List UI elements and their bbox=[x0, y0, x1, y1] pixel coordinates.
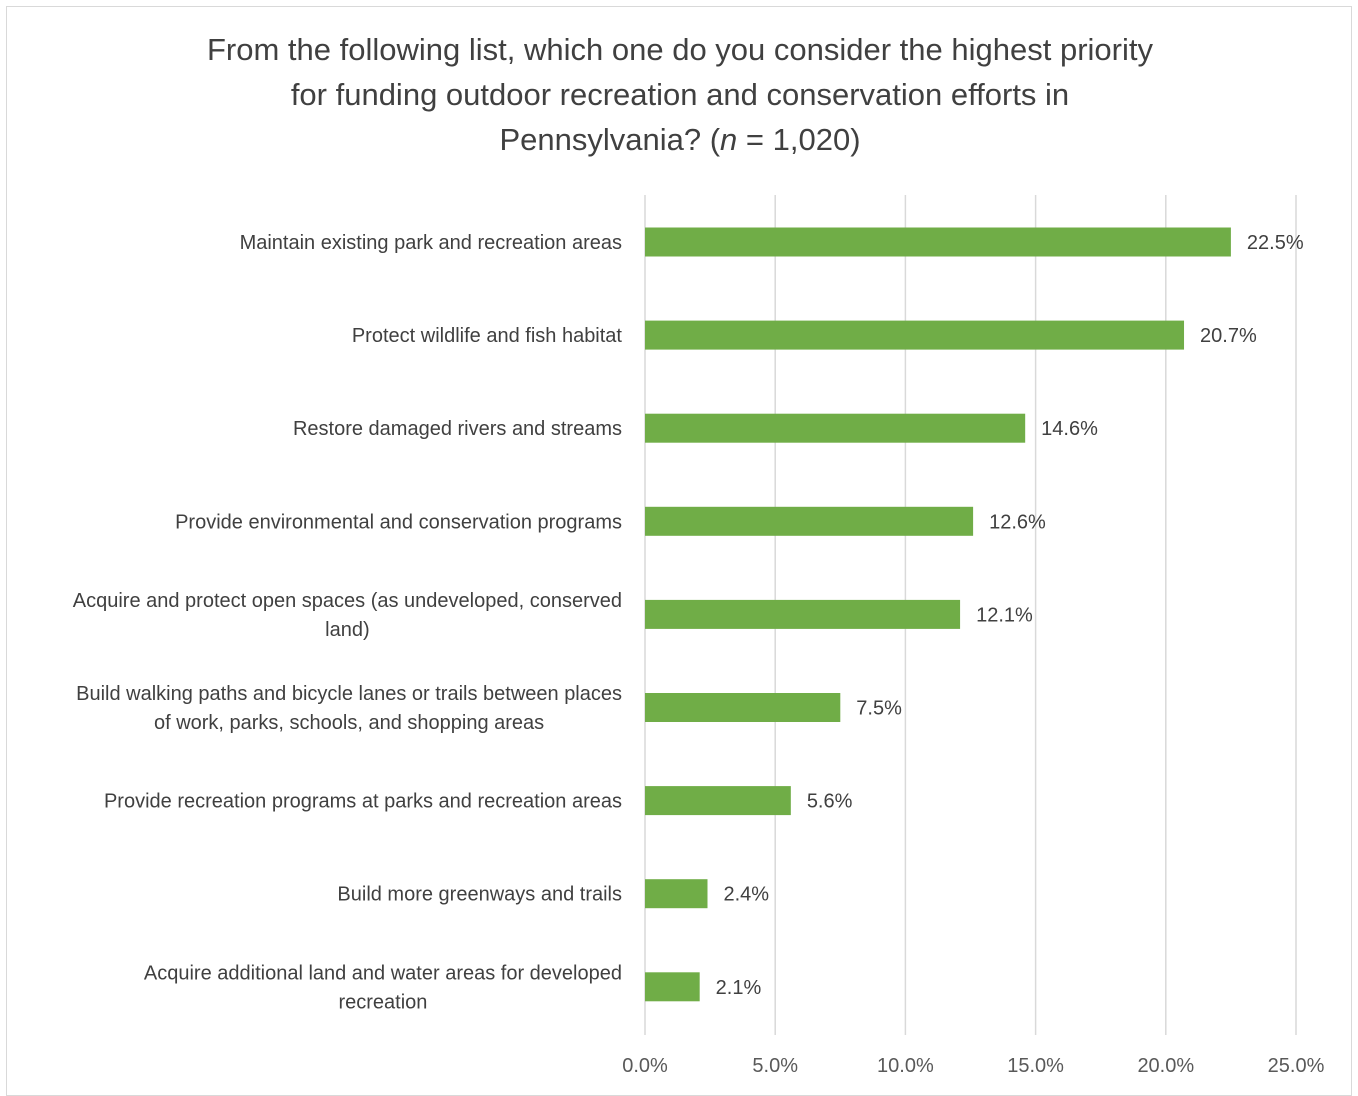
category-label-4-line-0: Acquire and protect open spaces (as unde… bbox=[73, 590, 622, 612]
value-label-7: 2.4% bbox=[723, 884, 769, 906]
x-tick-label-5: 25.0% bbox=[1268, 1055, 1325, 1077]
category-label-7: Build more greenways and trails bbox=[337, 884, 622, 906]
category-label-7-line-0: Build more greenways and trails bbox=[337, 884, 622, 906]
value-label-4: 12.1% bbox=[976, 604, 1033, 626]
category-label-8: Acquire additional land and water areas … bbox=[144, 962, 622, 1013]
value-label-8: 2.1% bbox=[716, 977, 762, 999]
category-label-0-line-0: Maintain existing park and recreation ar… bbox=[240, 232, 622, 254]
category-label-0: Maintain existing park and recreation ar… bbox=[240, 232, 622, 254]
bar-4 bbox=[645, 599, 961, 629]
chart-title-line-1: From the following list, which one do yo… bbox=[207, 32, 1153, 67]
category-label-5-line-0: Build walking paths and bicycle lanes or… bbox=[76, 683, 622, 705]
bar-3 bbox=[645, 506, 974, 536]
category-label-3-line-0: Provide environmental and conservation p… bbox=[175, 511, 622, 533]
category-label-8-line-0: Acquire additional land and water areas … bbox=[144, 962, 622, 984]
chart-title: From the following list, which one do yo… bbox=[207, 32, 1153, 157]
bar-1 bbox=[645, 320, 1185, 350]
category-label-2-line-0: Restore damaged rivers and streams bbox=[293, 418, 622, 440]
bar-0 bbox=[645, 227, 1231, 257]
category-labels: Maintain existing park and recreation ar… bbox=[73, 232, 623, 1013]
value-labels: 22.5% 20.7% 14.6% 12.6% 12.1% 7.5% 5.6% 2.4% 2.1… bbox=[716, 232, 1304, 999]
value-label-0: 22.5% bbox=[1247, 232, 1304, 254]
bar-5 bbox=[645, 693, 841, 722]
value-label-5: 7.5% bbox=[856, 698, 902, 720]
category-label-1: Protect wildlife and fish habitat bbox=[352, 325, 623, 347]
category-label-4: Acquire and protect open spaces (as unde… bbox=[73, 590, 622, 641]
bar-8 bbox=[645, 972, 700, 1002]
category-label-5-line-1: of work, parks, schools, and shopping ar… bbox=[154, 712, 544, 734]
x-tick-label-4: 20.0% bbox=[1137, 1055, 1194, 1077]
category-label-6: Provide recreation programs at parks and… bbox=[104, 791, 622, 813]
category-label-4-line-1: land) bbox=[325, 619, 369, 641]
category-label-2: Restore damaged rivers and streams bbox=[293, 418, 622, 440]
value-label-2: 14.6% bbox=[1041, 418, 1098, 440]
x-tick-label-2: 10.0% bbox=[877, 1055, 934, 1077]
chart-title-n-symbol: n bbox=[720, 122, 737, 157]
value-label-1: 20.7% bbox=[1200, 325, 1257, 347]
x-tick-label-0: 0.0% bbox=[622, 1055, 668, 1077]
chart-frame bbox=[6, 6, 1352, 1096]
x-axis-tick-labels: 0.0% 5.0% 10.0% 15.0% 20.0% 25.0% bbox=[622, 1055, 1324, 1077]
category-label-1-line-0: Protect wildlife and fish habitat bbox=[352, 325, 623, 347]
bar-6 bbox=[645, 786, 791, 816]
bar-2 bbox=[645, 413, 1026, 443]
chart-title-line-3-suffix: = 1,020) bbox=[737, 122, 860, 157]
x-tick-label-3: 15.0% bbox=[1007, 1055, 1064, 1077]
bars bbox=[645, 227, 1231, 1002]
x-tick-label-1: 5.0% bbox=[752, 1055, 798, 1077]
category-label-3: Provide environmental and conservation p… bbox=[175, 511, 622, 533]
category-label-5: Build walking paths and bicycle lanes or… bbox=[76, 683, 622, 734]
chart-title-line-2: for funding outdoor recreation and conse… bbox=[291, 77, 1069, 112]
value-label-3: 12.6% bbox=[989, 511, 1046, 533]
chart-title-line-3-prefix: Pennsylvania? ( bbox=[499, 122, 720, 157]
bar-7 bbox=[645, 879, 708, 909]
category-label-6-line-0: Provide recreation programs at parks and… bbox=[104, 791, 622, 813]
chart-title-line-3: Pennsylvania? (n = 1,020) bbox=[499, 122, 860, 157]
value-label-6: 5.6% bbox=[807, 791, 853, 813]
category-label-8-line-1: recreation bbox=[338, 991, 427, 1013]
